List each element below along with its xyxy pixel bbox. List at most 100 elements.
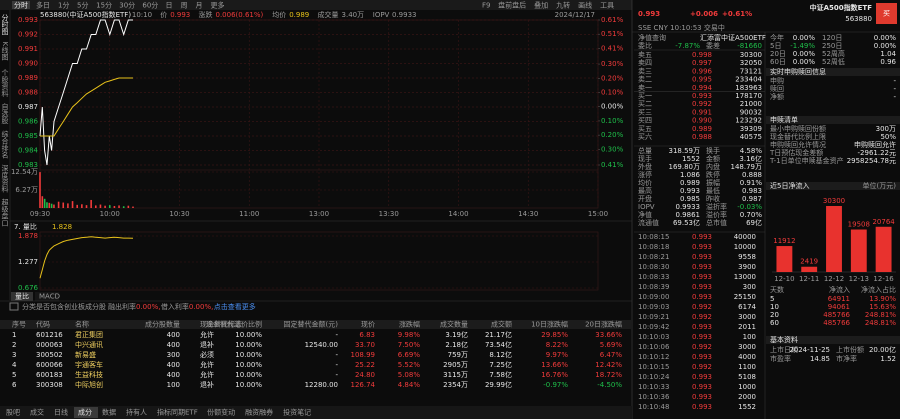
sub-tab[interactable]: MACD (39, 293, 60, 301)
bottom-tab[interactable]: 指标同期ETF (157, 408, 198, 417)
table-cell: 2354万 (443, 381, 468, 389)
tick-volume: 9558 (738, 253, 756, 261)
section-header (766, 116, 900, 124)
toolbar-button[interactable]: 60分 (142, 1, 158, 10)
tick-price: 0.993 (692, 293, 712, 301)
book-level: 买二 (638, 100, 652, 108)
commission: 委差 (706, 41, 720, 50)
toolbar-button[interactable]: 1分 (58, 1, 69, 10)
table-cell: 12540.00 (305, 341, 338, 349)
bottom-tab[interactable]: 融资融券 (245, 408, 273, 417)
toolbar-button[interactable]: 月 (195, 2, 202, 10)
book-volume: 90032 (740, 108, 762, 116)
quote-field: 0.006(0.61%) (216, 11, 264, 19)
book-volume: 123292 (735, 117, 762, 125)
bottom-tab[interactable]: 成分 (78, 408, 92, 417)
toolbar-button[interactable]: 周 (180, 2, 187, 10)
toolbar-button[interactable]: 叠加 (534, 1, 548, 10)
tick-price: 0.993 (692, 263, 712, 271)
quote-field: IOPV (373, 11, 390, 19)
bottom-tab[interactable]: 成交 (30, 408, 44, 417)
quote-field: 价 (160, 11, 167, 19)
tick-price: 0.992 (692, 343, 712, 351)
sidebar-tab[interactable]: 综合排名 (1, 130, 9, 160)
sidebar-tab[interactable]: 分时图 (1, 13, 9, 36)
toolbar-button[interactable]: 盘前盘后 (498, 1, 526, 10)
table-cell: 400 (167, 371, 180, 379)
tick-time: 10:09:00 (638, 293, 669, 301)
book-volume: 233404 (735, 76, 762, 84)
inflow-bar (826, 206, 842, 272)
y-tick-label: 0.987 (18, 103, 38, 111)
book-price: 0.988 (692, 133, 712, 141)
stat: 振幅 (706, 178, 720, 187)
bottom-tab[interactable]: 股吧 (6, 409, 20, 417)
tick-time: 10:08:33 (638, 273, 669, 281)
book-level: 买一 (638, 92, 652, 100)
sidebar-tab[interactable]: 个股资料 (1, 69, 9, 98)
column-header: 天数 (770, 285, 784, 294)
toolbar-button[interactable]: 工具 (600, 2, 614, 10)
stat: 溢价率 (706, 210, 727, 219)
buy-button[interactable]: 买 (883, 10, 890, 18)
stat: 金额 (706, 154, 720, 163)
volume-bar (122, 206, 125, 208)
bottom-tab[interactable]: 投资笔记 (283, 408, 311, 417)
toolbar-button[interactable]: 15分 (96, 1, 112, 10)
chart-subtitle: 单位(万元) (863, 181, 897, 190)
stat: 流通值 (638, 218, 659, 227)
bottom-tab[interactable]: 持有人 (126, 408, 147, 417)
sidebar-tab[interactable]: 超级盘口 (1, 198, 9, 227)
inflow-cell: 15.63% (869, 303, 896, 311)
creation-label: T日预估现金差额 (769, 148, 823, 157)
y-tick-label: 0.990 (18, 60, 38, 68)
book-volume: 40575 (740, 133, 762, 141)
tick-time: 10:09:42 (638, 323, 669, 331)
y-tick-label: 0.988 (18, 89, 38, 97)
toolbar (0, 0, 632, 10)
sub-tab[interactable]: 量比 (15, 292, 29, 301)
toolbar-button[interactable]: 九转 (556, 1, 570, 10)
bar-value-label: 11912 (773, 237, 795, 245)
bottom-tab[interactable]: 份额变动 (207, 408, 235, 417)
bottom-tab[interactable]: 数据 (102, 408, 116, 417)
commission: -81660 (737, 42, 762, 50)
table-cell: 400 (167, 331, 180, 339)
toolbar-button[interactable]: 5分 (77, 1, 88, 10)
inflow-cell: 13.90% (869, 295, 896, 303)
toolbar-button[interactable]: 分时 (14, 1, 28, 10)
toolbar-button[interactable]: 画线 (578, 1, 592, 10)
sidebar-tab[interactable]: 自选股 (1, 102, 9, 125)
basic-info: 上市份额 (836, 345, 864, 354)
volume-tick-label: 6.27万 (15, 186, 38, 194)
table-cell: 宇通客车 (75, 360, 103, 369)
tick-time: 10:10:03 (638, 333, 669, 341)
sidebar-tab[interactable]: K线图 (1, 42, 9, 62)
creation-label: T-1日单位申赎基金资产 (769, 156, 844, 165)
book-price: 0.991 (692, 108, 712, 116)
toolbar-button[interactable]: F9 (482, 2, 490, 10)
table-cell: 10.00% (235, 331, 262, 339)
return-stat: 52周高 (822, 49, 845, 58)
toolbar-button[interactable]: 30分 (119, 1, 135, 10)
toolbar-button[interactable]: 日 (165, 2, 172, 10)
filter-text[interactable]: 点击查看更多 (214, 302, 256, 311)
filter-text: 借入利率 (161, 302, 189, 311)
tick-volume: 4000 (738, 353, 756, 361)
bottom-tab[interactable]: 日线 (54, 408, 68, 417)
column-header: 成交额 (491, 320, 512, 329)
table-cell: 10.00% (235, 381, 262, 389)
y2-tick-label: 0.30% (601, 60, 624, 68)
stat: 0.989 (680, 179, 700, 187)
table-cell: 21.17亿 (485, 330, 512, 339)
commission: -7.87% (675, 42, 700, 50)
quote-field: 成交量 (318, 10, 339, 19)
toolbar-button[interactable]: 更多 (210, 1, 224, 10)
sub-tab-bg (35, 292, 60, 301)
toolbar-button[interactable]: 多日 (36, 1, 50, 10)
inflow-cell: 248.81% (865, 311, 896, 319)
sidebar-tab[interactable]: 深度资料 (1, 164, 9, 194)
section-header (766, 336, 900, 344)
